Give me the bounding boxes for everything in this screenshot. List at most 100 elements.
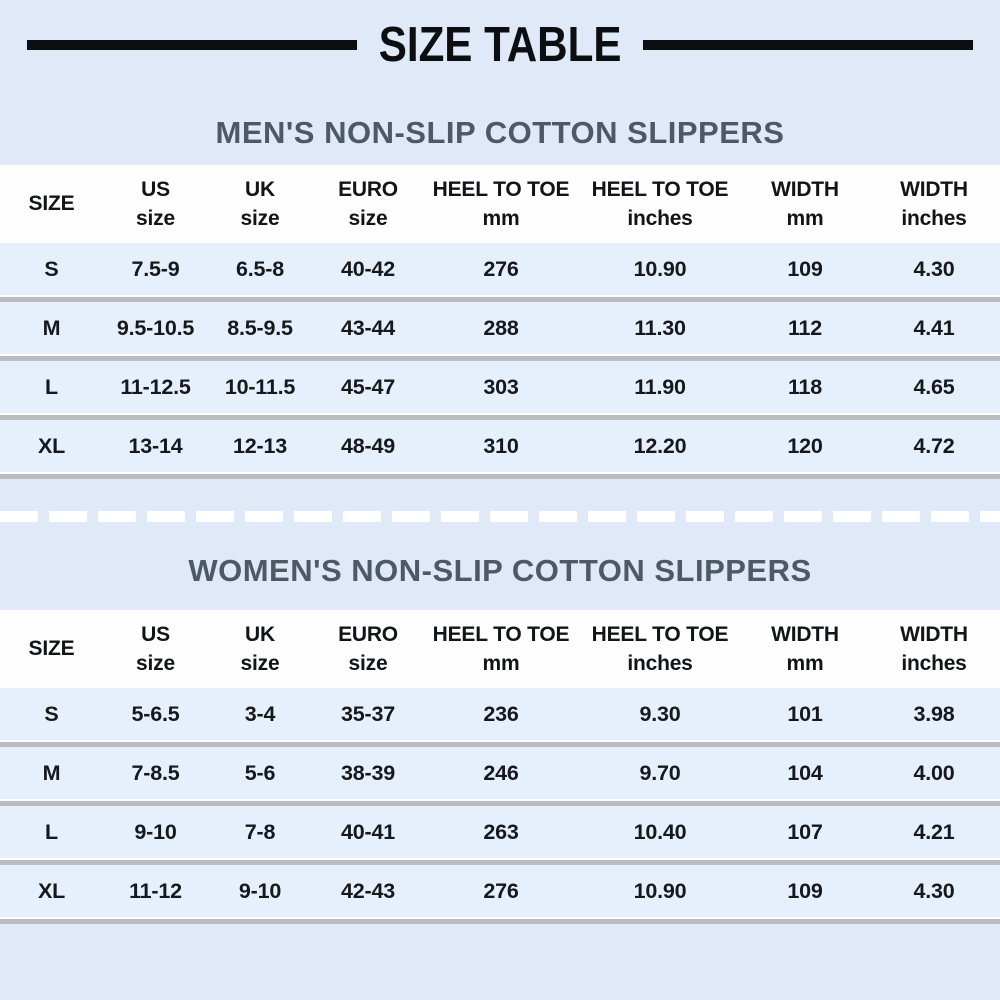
cell: 236	[483, 701, 519, 726]
header-cell-width-mm: WIDTH mm	[771, 622, 839, 675]
cell: 12-13	[233, 433, 287, 458]
page-title: SIZE TABLE	[378, 18, 622, 72]
header-cell-size: SIZE	[28, 637, 75, 661]
cell: 4.41	[913, 315, 955, 340]
cell: 276	[483, 878, 519, 903]
cell: 12.20	[633, 433, 687, 458]
table-row-women-m: M 7-8.5 5-6 38-39 246 9.70 104 4.00	[0, 747, 1000, 799]
header-cell-heel-to-toe-mm: HEEL TO TOE mm	[432, 622, 570, 675]
title-rule-right	[643, 40, 973, 50]
cell: 4.30	[913, 878, 955, 903]
cell: 45-47	[341, 374, 395, 399]
header-cell-width-mm: WIDTH mm	[771, 177, 839, 230]
cell: 3-4	[244, 701, 276, 726]
cell: 42-43	[341, 878, 395, 903]
cell: L	[45, 374, 58, 399]
cell: 10.90	[633, 878, 687, 903]
cell: 40-41	[341, 819, 395, 844]
cell: 5-6.5	[131, 701, 180, 726]
cell: 303	[483, 374, 519, 399]
cell: M	[42, 315, 61, 340]
cell: 4.00	[913, 760, 955, 785]
cell: 4.65	[913, 374, 955, 399]
cell: 11-12	[129, 878, 182, 903]
cell: 9.5-10.5	[116, 315, 195, 340]
table-row-men-xl: XL 13-14 12-13 48-49 310 12.20 120 4.72	[0, 420, 1000, 472]
title-rule-left	[27, 40, 357, 50]
cell: 9-10	[238, 878, 282, 903]
womens-table-header-row: SIZE US size UK size EURO size HEEL TO TOE m…	[0, 610, 1000, 688]
cell: 107	[787, 819, 823, 844]
cell: 6.5-8	[235, 256, 284, 281]
table-row-women-xl: XL 11-12 9-10 42-43 276 10.90 109 4.30	[0, 865, 1000, 917]
cell: 288	[483, 315, 519, 340]
cell: 7.5-9	[131, 256, 180, 281]
cell: 11-12.5	[120, 374, 191, 399]
cell: 7-8.5	[131, 760, 180, 785]
womens-size-table: SIZE US size UK size EURO size HEEL TO TOE m…	[0, 610, 1000, 924]
mens-size-table: SIZE US size UK size EURO size HEEL TO TOE m…	[0, 165, 1000, 479]
cell: 118	[787, 374, 823, 399]
cell: 4.72	[913, 433, 955, 458]
cell: 310	[483, 433, 519, 458]
cell: M	[42, 760, 61, 785]
cell: 120	[787, 433, 823, 458]
header-cell-us-size: US size	[136, 177, 175, 230]
header-cell-uk-size: UK size	[240, 622, 280, 675]
table-row-men-s: S 7.5-9 6.5-8 40-42 276 10.90 109 4.30	[0, 243, 1000, 295]
cell: 5-6	[244, 760, 276, 785]
cell: 9.70	[639, 760, 681, 785]
header-cell-heel-to-toe-inches: HEEL TO TOE inches	[591, 177, 729, 230]
cell: 112	[787, 315, 823, 340]
cell: XL	[37, 878, 66, 903]
header-cell-width-inches: WIDTH inches	[900, 177, 968, 230]
mens-section-heading: MEN'S NON-SLIP COTTON SLIPPERS	[215, 115, 785, 150]
cell: 8.5-9.5	[227, 315, 293, 340]
cell: L	[45, 819, 58, 844]
header-cell-uk-size: UK size	[240, 177, 280, 230]
cell: 10-11.5	[224, 374, 296, 399]
cell: 4.30	[913, 256, 955, 281]
row-separator	[0, 917, 1000, 924]
cell: 35-37	[341, 701, 395, 726]
header-cell-heel-to-toe-mm: HEEL TO TOE mm	[432, 177, 570, 230]
row-separator	[0, 740, 1000, 747]
cell: 109	[787, 878, 823, 903]
womens-section-heading: WOMEN'S NON-SLIP COTTON SLIPPERS	[188, 553, 812, 588]
row-separator	[0, 799, 1000, 806]
cell: S	[44, 701, 59, 726]
cell: 246	[483, 760, 519, 785]
header-cell-euro-size: EURO size	[338, 622, 398, 675]
title-row: SIZE TABLE	[0, 0, 1000, 90]
header-cell-heel-to-toe-inches: HEEL TO TOE inches	[591, 622, 729, 675]
cell: S	[44, 256, 59, 281]
row-separator	[0, 295, 1000, 302]
table-row-men-m: M 9.5-10.5 8.5-9.5 43-44 288 11.30 112 4…	[0, 302, 1000, 354]
cell: 109	[787, 256, 823, 281]
header-cell-width-inches: WIDTH inches	[900, 622, 968, 675]
cell: 263	[483, 819, 519, 844]
cell: 40-42	[341, 256, 395, 281]
header-cell-size: SIZE	[28, 192, 75, 216]
cell: 13-14	[128, 433, 183, 458]
cell: 4.21	[913, 819, 955, 844]
cell: 101	[787, 701, 823, 726]
cell: 43-44	[341, 315, 395, 340]
dashed-divider	[0, 511, 1000, 522]
mens-table-header-row: SIZE US size UK size EURO size HEEL TO TOE m…	[0, 165, 1000, 243]
cell: 38-39	[341, 760, 395, 785]
cell: 104	[787, 760, 823, 785]
row-separator	[0, 858, 1000, 865]
size-table-page: SIZE TABLE MEN'S NON-SLIP COTTON SLIPPER…	[0, 0, 1000, 924]
row-separator	[0, 472, 1000, 479]
cell: 3.98	[913, 701, 955, 726]
cell: 9.30	[639, 701, 681, 726]
row-separator	[0, 354, 1000, 361]
header-cell-euro-size: EURO size	[338, 177, 398, 230]
cell: XL	[37, 433, 66, 458]
table-row-women-l: L 9-10 7-8 40-41 263 10.40 107 4.21	[0, 806, 1000, 858]
cell: 48-49	[341, 433, 395, 458]
cell: 11.30	[634, 315, 686, 340]
cell: 11.90	[634, 374, 686, 399]
cell: 10.40	[633, 819, 687, 844]
